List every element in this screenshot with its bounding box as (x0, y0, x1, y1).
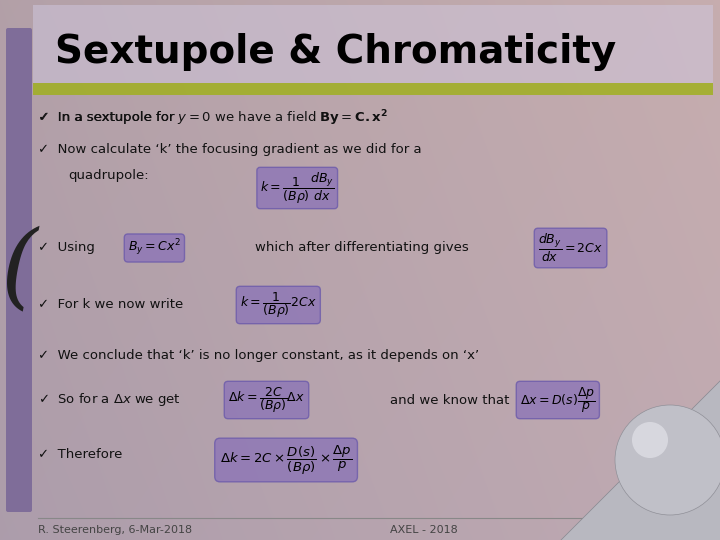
Text: ✓  Therefore: ✓ Therefore (38, 449, 122, 462)
Text: $k = \dfrac{1}{(B\rho)} \dfrac{dB_y}{dx}$: $k = \dfrac{1}{(B\rho)} \dfrac{dB_y}{dx}… (260, 171, 335, 206)
Text: which after differentiating gives: which after differentiating gives (255, 241, 469, 254)
Text: $\dfrac{dB_y}{dx} = 2Cx$: $\dfrac{dB_y}{dx} = 2Cx$ (538, 232, 603, 264)
Text: ✓  So for a $\Delta x$ we get: ✓ So for a $\Delta x$ we get (38, 392, 181, 408)
Text: $\Delta x = D(s)\dfrac{\Delta p}{p}$: $\Delta x = D(s)\dfrac{\Delta p}{p}$ (520, 385, 595, 415)
Polygon shape (560, 380, 720, 540)
Text: R. Steerenberg, 6-Mar-2018: R. Steerenberg, 6-Mar-2018 (38, 525, 192, 535)
Text: $\Delta k = \dfrac{2C}{(B\rho)}\Delta x$: $\Delta k = \dfrac{2C}{(B\rho)}\Delta x$ (228, 385, 305, 415)
Text: ✓  In a sextupole for $y = 0$ we have a field $\mathbf{By} = \mathbf{C.x^2}$: ✓ In a sextupole for $y = 0$ we have a f… (38, 108, 388, 128)
Circle shape (632, 422, 668, 458)
Text: and we know that: and we know that (390, 394, 509, 407)
Text: $k = \dfrac{1}{(B\rho)} 2Cx$: $k = \dfrac{1}{(B\rho)} 2Cx$ (240, 290, 317, 320)
Text: Sextupole & Chromaticity: Sextupole & Chromaticity (55, 33, 616, 71)
Text: quadrupole:: quadrupole: (68, 168, 148, 181)
Text: AXEL - 2018: AXEL - 2018 (390, 525, 458, 535)
Text: ✓  We conclude that ‘k’ is no longer constant, as it depends on ‘x’: ✓ We conclude that ‘k’ is no longer cons… (38, 348, 479, 361)
FancyBboxPatch shape (6, 28, 32, 512)
Text: ✓  In a sextupole for: ✓ In a sextupole for (38, 111, 179, 125)
Text: ✓  Using: ✓ Using (38, 241, 95, 254)
Text: $\Delta k = 2C \times \dfrac{D(s)}{(B\rho)} \times \dfrac{\Delta p}{p}$: $\Delta k = 2C \times \dfrac{D(s)}{(B\rh… (220, 443, 352, 477)
Text: ✓  Now calculate ‘k’ the focusing gradient as we did for a: ✓ Now calculate ‘k’ the focusing gradien… (38, 144, 422, 157)
FancyBboxPatch shape (33, 5, 713, 83)
Text: $B_y = Cx^2$: $B_y = Cx^2$ (128, 238, 181, 258)
Circle shape (615, 405, 720, 515)
Bar (33, 83, 713, 95)
Text: (: ( (1, 225, 37, 315)
Text: ✓  For k we now write: ✓ For k we now write (38, 299, 184, 312)
